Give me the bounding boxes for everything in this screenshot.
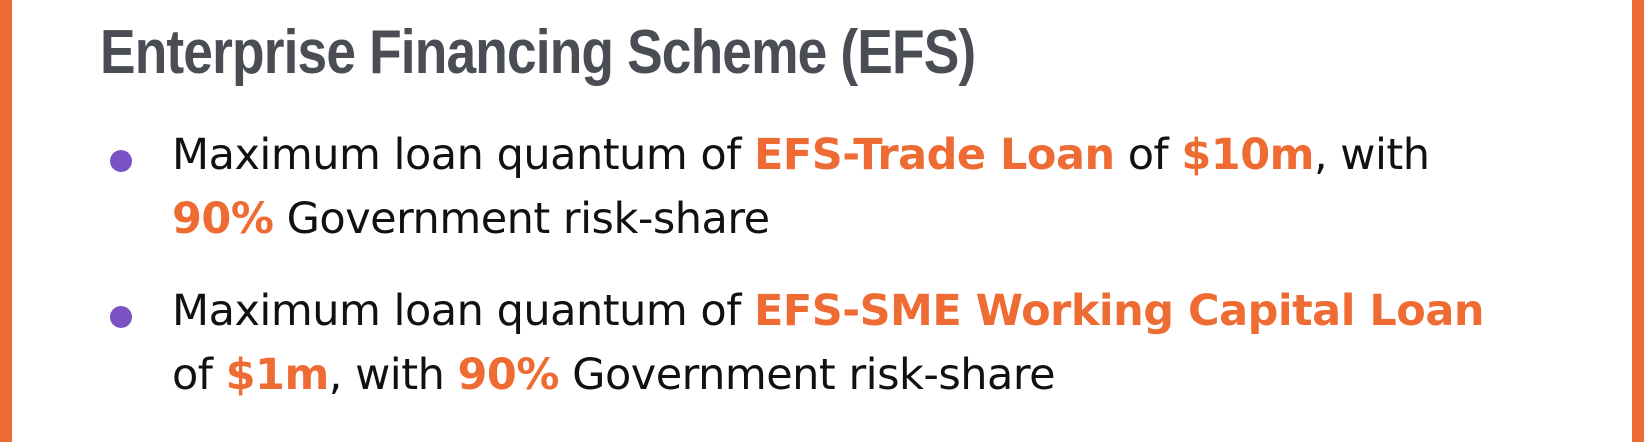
text: of — [1114, 130, 1182, 180]
highlight-loan-name: EFS-Trade Loan — [754, 130, 1115, 180]
text: Government risk-share — [273, 194, 770, 244]
text: , with — [1313, 130, 1430, 180]
highlight-loan-name: EFS-SME Working Capital Loan — [754, 286, 1484, 336]
page-title: Enterprise Financing Scheme (EFS) — [100, 18, 976, 87]
highlight-percentage: 90% — [172, 194, 274, 244]
highlight-percentage: 90% — [457, 350, 560, 400]
bullet-1-line-2: 90% Government risk-share — [172, 186, 770, 252]
bullet-dot-icon — [110, 306, 132, 328]
bullet-1-line-1: Maximum loan quantum of EFS-Trade Loan o… — [172, 122, 1430, 188]
bullet-dot-icon — [110, 150, 132, 172]
highlight-amount: $1m — [225, 350, 330, 400]
right-border — [1632, 0, 1644, 442]
highlight-amount: $10m — [1181, 130, 1314, 180]
text: of — [172, 350, 226, 400]
bullet-2-line-1: Maximum loan quantum of EFS-SME Working … — [172, 278, 1484, 344]
text: , with — [328, 350, 458, 400]
bullet-2-line-2: of $1m, with 90% Government risk-share — [172, 342, 1056, 408]
text: Government risk-share — [558, 350, 1056, 400]
text: Maximum loan quantum of — [172, 286, 755, 336]
left-border — [0, 0, 12, 442]
text: Maximum loan quantum of — [172, 130, 755, 180]
